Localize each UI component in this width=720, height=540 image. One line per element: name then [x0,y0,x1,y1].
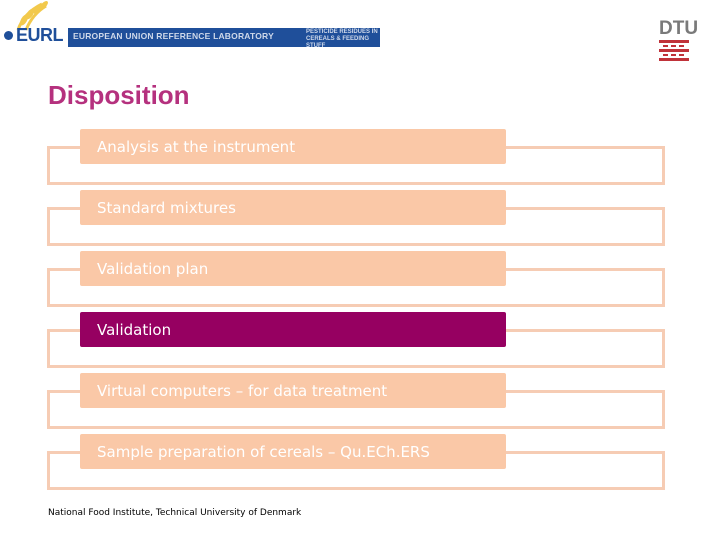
agenda-item-bar: Analysis at the instrument [80,129,506,164]
agenda-item-bar-active: Validation [80,312,506,347]
agenda-item-label: Validation plan [97,260,209,278]
eurl-logo-text: EURL [16,25,64,45]
agenda-item-label: Standard mixtures [97,199,236,217]
dtu-logo-text: DTU [659,18,699,39]
eurl-wheat-logo-icon [16,1,48,31]
agenda-item-bar: Virtual computers – for data treatment [80,373,506,408]
agenda-item: Sample preparation of cereals – Qu.ECh.E… [0,434,720,496]
eurl-banner: EUROPEAN UNION REFERENCE LABORATORY PEST… [68,28,380,49]
agenda-item-label: Validation [97,321,172,339]
agenda-item: Validation [0,312,720,374]
agenda-item-bar: Validation plan [80,251,506,286]
agenda-item-label: Analysis at the instrument [97,138,296,156]
agenda-item: Validation plan [0,251,720,313]
slide-title: Disposition [48,80,190,110]
eurl-dot-icon [4,31,13,40]
agenda-item-bar: Standard mixtures [80,190,506,225]
footer-text: National Food Institute, Technical Unive… [48,508,302,518]
banner-title: EUROPEAN UNION REFERENCE LABORATORY [73,31,274,41]
agenda-item: Virtual computers – for data treatment [0,373,720,435]
agenda-item-label: Virtual computers – for data treatment [97,382,388,400]
banner-subtitle: PESTICIDE RESIDUES IN CEREALS & FEEDING … [306,29,378,49]
agenda-item: Standard mixtures [0,190,720,252]
agenda-item-bar: Sample preparation of cereals – Qu.ECh.E… [80,434,506,469]
dtu-logo-icon [659,40,689,61]
slide-header: EURL EUROPEAN UNION REFERENCE LABORATORY… [0,0,720,75]
agenda-item-label: Sample preparation of cereals – Qu.ECh.E… [97,443,430,461]
agenda-item: Analysis at the instrument [0,129,720,191]
